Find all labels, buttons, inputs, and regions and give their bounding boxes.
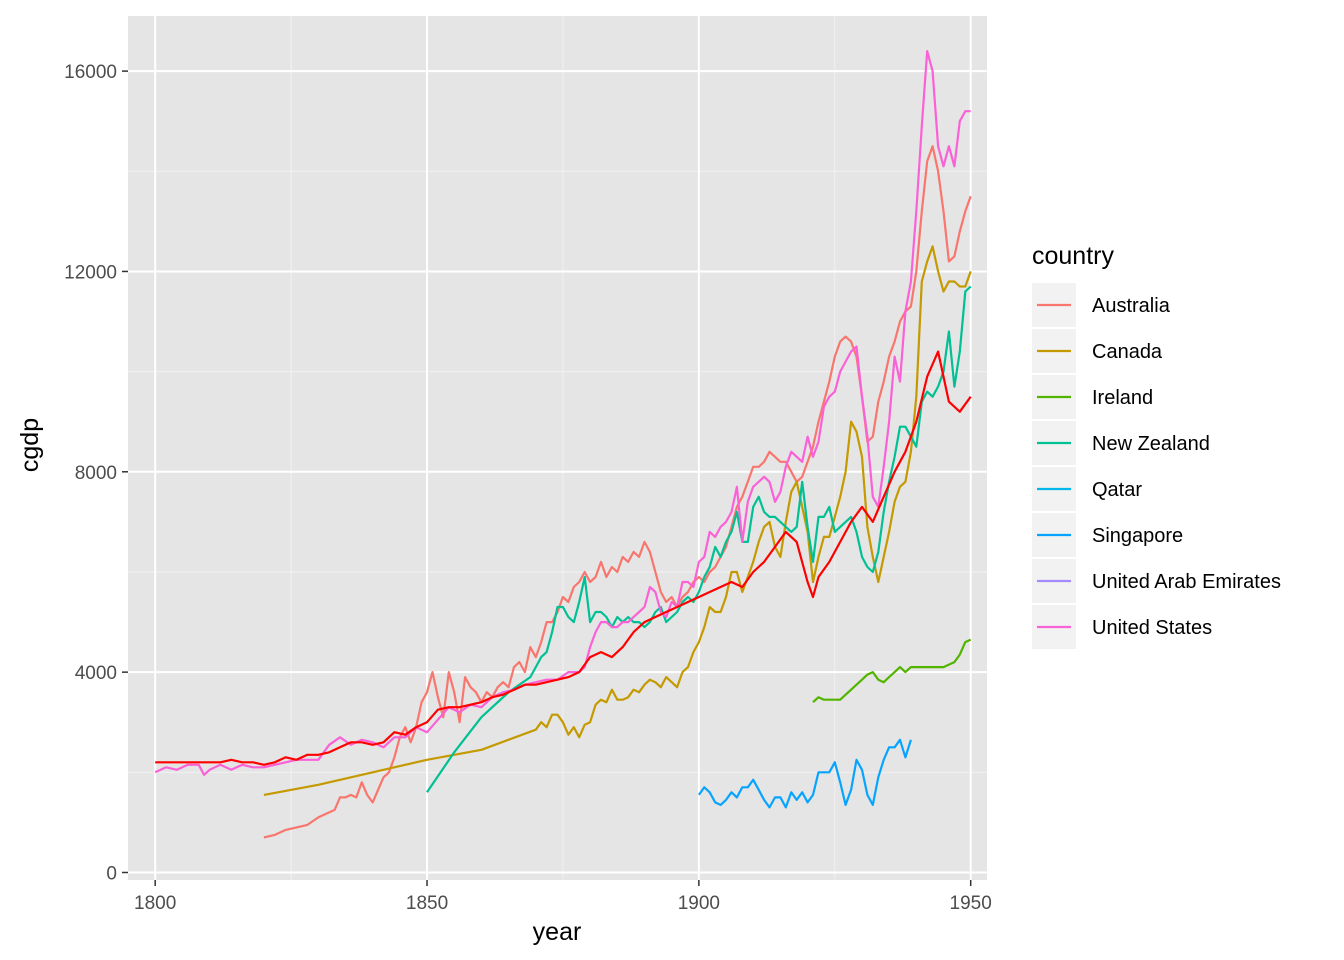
x-tick-label: 1900 xyxy=(678,893,720,914)
y-tick-label: 0 xyxy=(106,863,117,884)
y-tick-label: 12000 xyxy=(64,262,117,283)
legend-item: United States xyxy=(1032,605,1212,649)
minor-gridlines xyxy=(128,16,987,880)
series-line-united-states xyxy=(154,50,971,776)
legend-item: New Zealand xyxy=(1032,421,1210,465)
legend-label: New Zealand xyxy=(1092,433,1210,455)
series-lines xyxy=(154,50,972,839)
legend-label: Singapore xyxy=(1092,525,1183,547)
legend-title: country xyxy=(1032,242,1114,270)
y-axis-title: cgdp xyxy=(16,418,44,472)
legend-item: Australia xyxy=(1032,283,1171,327)
major-gridlines xyxy=(128,16,987,880)
legend-label: United States xyxy=(1092,617,1212,639)
legend-label: Canada xyxy=(1092,341,1163,363)
legend-label: Qatar xyxy=(1092,479,1142,501)
y-tick-label: 8000 xyxy=(75,463,117,484)
plot-panel xyxy=(128,16,987,880)
x-tick-label: 1800 xyxy=(134,893,176,914)
legend-item: Singapore xyxy=(1032,513,1183,557)
legend-item: Qatar xyxy=(1032,467,1142,511)
series-line-canada xyxy=(263,245,972,796)
x-tick-label: 1950 xyxy=(950,893,992,914)
y-axis: 0 4000 8000 12000 16000 xyxy=(64,62,128,884)
legend: country Australia Canada Ireland New Zealan… xyxy=(1032,242,1281,649)
legend-label: United Arab Emirates xyxy=(1092,571,1281,593)
y-tick-label: 16000 xyxy=(64,62,117,83)
legend-item: United Arab Emirates xyxy=(1032,559,1281,603)
x-axis-title: year xyxy=(533,918,582,946)
legend-item: Canada xyxy=(1032,329,1163,373)
series-line-new-zealand xyxy=(426,285,972,793)
x-tick-label: 1850 xyxy=(406,893,448,914)
y-tick-label: 4000 xyxy=(75,663,117,684)
x-axis: 1800 1850 1900 1950 xyxy=(134,880,992,914)
legend-label: Ireland xyxy=(1092,387,1153,409)
legend-label: Australia xyxy=(1092,295,1171,317)
series-line-ireland xyxy=(812,638,972,704)
series-line-unlabeled xyxy=(155,350,972,766)
legend-item: Ireland xyxy=(1032,375,1153,419)
series-line-singapore xyxy=(698,738,912,809)
